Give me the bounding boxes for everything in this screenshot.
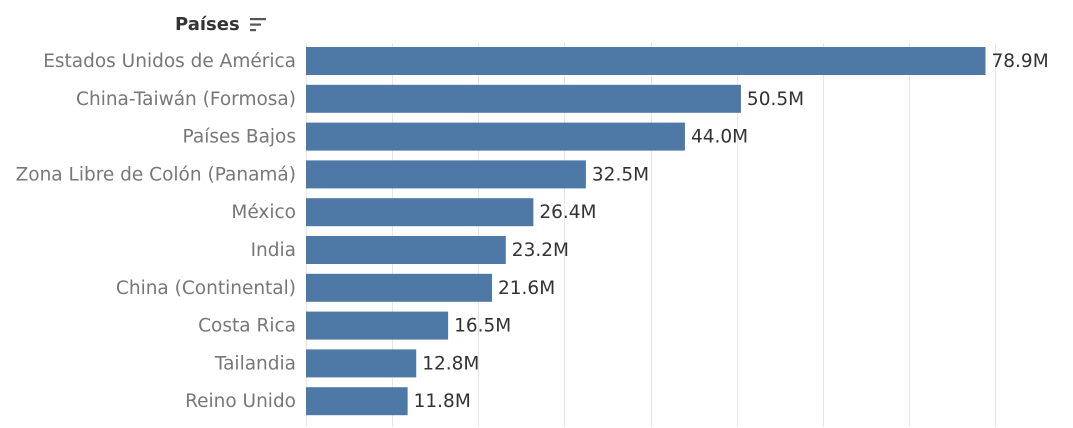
category-label: Costa Rica	[198, 316, 296, 337]
bar[interactable]	[306, 160, 586, 189]
bar[interactable]	[306, 273, 493, 302]
category-label: China (Continental)	[116, 278, 296, 299]
value-label: 16.5M	[454, 316, 511, 337]
category-label: Estados Unidos de América	[43, 51, 296, 72]
value-label: 32.5M	[592, 164, 649, 185]
category-label: Reino Unido	[185, 391, 296, 412]
value-label: 26.4M	[539, 202, 596, 223]
value-label: 50.5M	[747, 89, 804, 110]
category-labels: Estados Unidos de América China-Taiwán (F…	[16, 51, 296, 412]
category-label: Tailandia	[214, 353, 296, 374]
bar[interactable]	[306, 311, 449, 340]
value-label: 21.6M	[498, 278, 555, 299]
value-label: 12.8M	[422, 353, 479, 374]
category-label: China-Taiwán (Formosa)	[76, 89, 296, 110]
axis-title: Países	[175, 14, 268, 35]
bars	[306, 47, 986, 416]
value-label: 11.8M	[414, 391, 471, 412]
bar[interactable]	[306, 387, 408, 416]
value-label: 23.2M	[512, 240, 569, 261]
bar[interactable]	[306, 47, 986, 75]
category-label: México	[231, 202, 296, 223]
axis-title-label: Países	[175, 14, 240, 35]
bar[interactable]	[306, 122, 685, 151]
category-label: Zona Libre de Colón (Panamá)	[16, 164, 296, 185]
value-label: 44.0M	[691, 127, 748, 148]
bar[interactable]	[306, 236, 506, 264]
bar[interactable]	[306, 349, 417, 378]
category-label: Países Bajos	[183, 127, 296, 148]
category-label: India	[251, 240, 296, 261]
sort-descending-icon[interactable]	[248, 16, 268, 34]
bar[interactable]	[306, 84, 741, 113]
value-label: 78.9M	[992, 51, 1049, 72]
value-labels: 78.9M 50.5M 44.0M 32.5M 26.4M 23.2M 21.6M 16.5M…	[414, 51, 1049, 412]
bar[interactable]	[306, 198, 534, 227]
